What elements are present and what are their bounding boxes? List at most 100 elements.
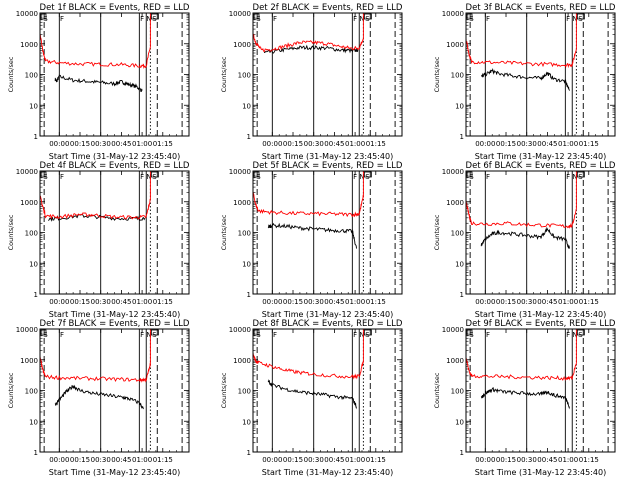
y-tick-label: 10000 bbox=[442, 168, 464, 176]
x-tick-label: 00:00 bbox=[475, 456, 495, 464]
chart-title: Det 3f BLACK = Events, RED = LLD bbox=[466, 3, 616, 13]
y-tick-label: 1 bbox=[460, 291, 464, 299]
y-tick-label: 10 bbox=[455, 260, 464, 268]
saa-box-symbol bbox=[576, 13, 585, 20]
marker-letter: F bbox=[566, 15, 570, 23]
marker-letter: F bbox=[60, 15, 64, 23]
series-lld-line bbox=[39, 329, 151, 383]
chart-title: Det 7f BLACK = Events, RED = LLD bbox=[40, 319, 190, 329]
chart-panel-7: Det 7f BLACK = Events, RED = LLD Counts/s… bbox=[7, 319, 190, 477]
x-tick-label: 01:15 bbox=[579, 298, 599, 306]
plot-frame bbox=[252, 12, 403, 137]
corner-box-symbol bbox=[40, 329, 47, 336]
x-tick-label: 00:45 bbox=[537, 298, 557, 306]
chart-panel-1: Det 1f BLACK = Events, RED = LLD Counts/s… bbox=[7, 3, 190, 161]
y-tick-label: 10 bbox=[29, 260, 38, 268]
x-tick-label: 01:00 bbox=[558, 140, 578, 148]
saa-box-symbol bbox=[576, 171, 585, 178]
y-tick-label: 10000 bbox=[229, 168, 251, 176]
x-tick-label: 00:45 bbox=[111, 140, 131, 148]
y-tick-label: 10000 bbox=[16, 168, 38, 176]
x-axis-label: Start Time (31-May-12 23:45:40) bbox=[49, 310, 180, 319]
saa-box-symbol bbox=[150, 13, 159, 20]
y-tick-label: 10 bbox=[242, 260, 251, 268]
chart-panel-9: Det 9f BLACK = Events, RED = LLD Counts/s… bbox=[433, 319, 616, 477]
corner-box-symbol bbox=[253, 13, 260, 20]
x-axis-label: Start Time (31-May-12 23:45:40) bbox=[262, 310, 393, 319]
marker-letter: F bbox=[353, 331, 357, 339]
x-axis-label: Start Time (31-May-12 23:45:40) bbox=[475, 468, 606, 477]
x-tick-label: 00:15 bbox=[283, 298, 303, 306]
y-tick-label: 100 bbox=[451, 230, 464, 238]
marker-letter: N bbox=[359, 173, 364, 181]
x-tick-label: 00:45 bbox=[111, 456, 131, 464]
x-tick-label: 00:00 bbox=[475, 140, 495, 148]
y-axis-label: Counts/sec bbox=[7, 372, 15, 408]
corner-box-symbol bbox=[466, 13, 473, 20]
marker-letter: F bbox=[140, 173, 144, 181]
x-tick-label: 01:15 bbox=[153, 140, 173, 148]
y-tick-label: 10000 bbox=[442, 326, 464, 334]
y-tick-label: 1000 bbox=[233, 357, 251, 365]
x-tick-label: 00:15 bbox=[496, 456, 516, 464]
chart-title: Det 4f BLACK = Events, RED = LLD bbox=[40, 161, 190, 171]
x-tick-label: 00:45 bbox=[324, 456, 344, 464]
marker-letter: F bbox=[273, 15, 277, 23]
x-tick-label: 01:15 bbox=[153, 456, 173, 464]
y-tick-label: 100 bbox=[25, 72, 38, 80]
x-tick-label: 00:30 bbox=[517, 456, 537, 464]
x-tick-label: 00:45 bbox=[537, 140, 557, 148]
x-tick-label: 00:45 bbox=[111, 298, 131, 306]
saa-box-symbol bbox=[363, 13, 372, 20]
chart-panel-3: Det 3f BLACK = Events, RED = LLD Counts/s… bbox=[433, 3, 616, 161]
x-tick-label: 00:30 bbox=[304, 140, 324, 148]
marker-letter: F bbox=[566, 173, 570, 181]
y-tick-label: 1 bbox=[247, 291, 251, 299]
plot-frame bbox=[252, 328, 403, 453]
x-tick-label: 01:15 bbox=[366, 298, 386, 306]
marker-letter: F bbox=[60, 331, 64, 339]
plot-frame bbox=[39, 170, 190, 295]
marker-letter: N bbox=[359, 331, 364, 339]
x-tick-label: 00:45 bbox=[324, 298, 344, 306]
x-tick-label: 00:15 bbox=[496, 140, 516, 148]
y-tick-label: 100 bbox=[25, 388, 38, 396]
plot-frame bbox=[39, 12, 190, 137]
chart-panel-8: Det 8f BLACK = Events, RED = LLD Counts/s… bbox=[220, 319, 403, 477]
y-tick-label: 10000 bbox=[16, 10, 38, 18]
marker-letter: N bbox=[146, 15, 151, 23]
y-axis-label: Counts/sec bbox=[7, 214, 15, 250]
corner-box-symbol bbox=[253, 329, 260, 336]
y-tick-label: 1 bbox=[247, 449, 251, 457]
x-axis-label: Start Time (31-May-12 23:45:40) bbox=[49, 468, 180, 477]
x-tick-label: 00:45 bbox=[537, 456, 557, 464]
x-tick-label: 00:00 bbox=[475, 298, 495, 306]
series-lld-line bbox=[465, 13, 577, 69]
marker-letter: N bbox=[146, 173, 151, 181]
plot-frame bbox=[39, 328, 190, 453]
chart-title: Det 1f BLACK = Events, RED = LLD bbox=[40, 3, 190, 13]
saa-box-symbol bbox=[363, 329, 372, 336]
x-tick-label: 00:30 bbox=[91, 456, 111, 464]
corner-box-symbol bbox=[253, 171, 260, 178]
x-tick-label: 00:15 bbox=[283, 456, 303, 464]
y-tick-label: 10 bbox=[455, 418, 464, 426]
chart-title: Det 5f BLACK = Events, RED = LLD bbox=[253, 161, 403, 171]
plot-frame bbox=[465, 12, 616, 137]
marker-letter: F bbox=[273, 331, 277, 339]
x-tick-label: 00:00 bbox=[262, 298, 282, 306]
y-tick-label: 1000 bbox=[233, 199, 251, 207]
chart-title: Det 8f BLACK = Events, RED = LLD bbox=[253, 319, 403, 329]
y-axis-label: Counts/sec bbox=[433, 214, 441, 250]
series-lld-line bbox=[252, 13, 364, 53]
x-tick-label: 00:15 bbox=[70, 140, 90, 148]
series-events-line bbox=[480, 387, 570, 410]
y-tick-label: 1 bbox=[34, 449, 38, 457]
y-tick-label: 1000 bbox=[446, 357, 464, 365]
x-tick-label: 00:30 bbox=[304, 456, 324, 464]
x-tick-label: 01:15 bbox=[366, 456, 386, 464]
y-axis-label: Counts/sec bbox=[220, 214, 228, 250]
x-axis-label: Start Time (31-May-12 23:45:40) bbox=[262, 468, 393, 477]
chart-panel-6: Det 6f BLACK = Events, RED = LLD Counts/s… bbox=[433, 161, 616, 319]
